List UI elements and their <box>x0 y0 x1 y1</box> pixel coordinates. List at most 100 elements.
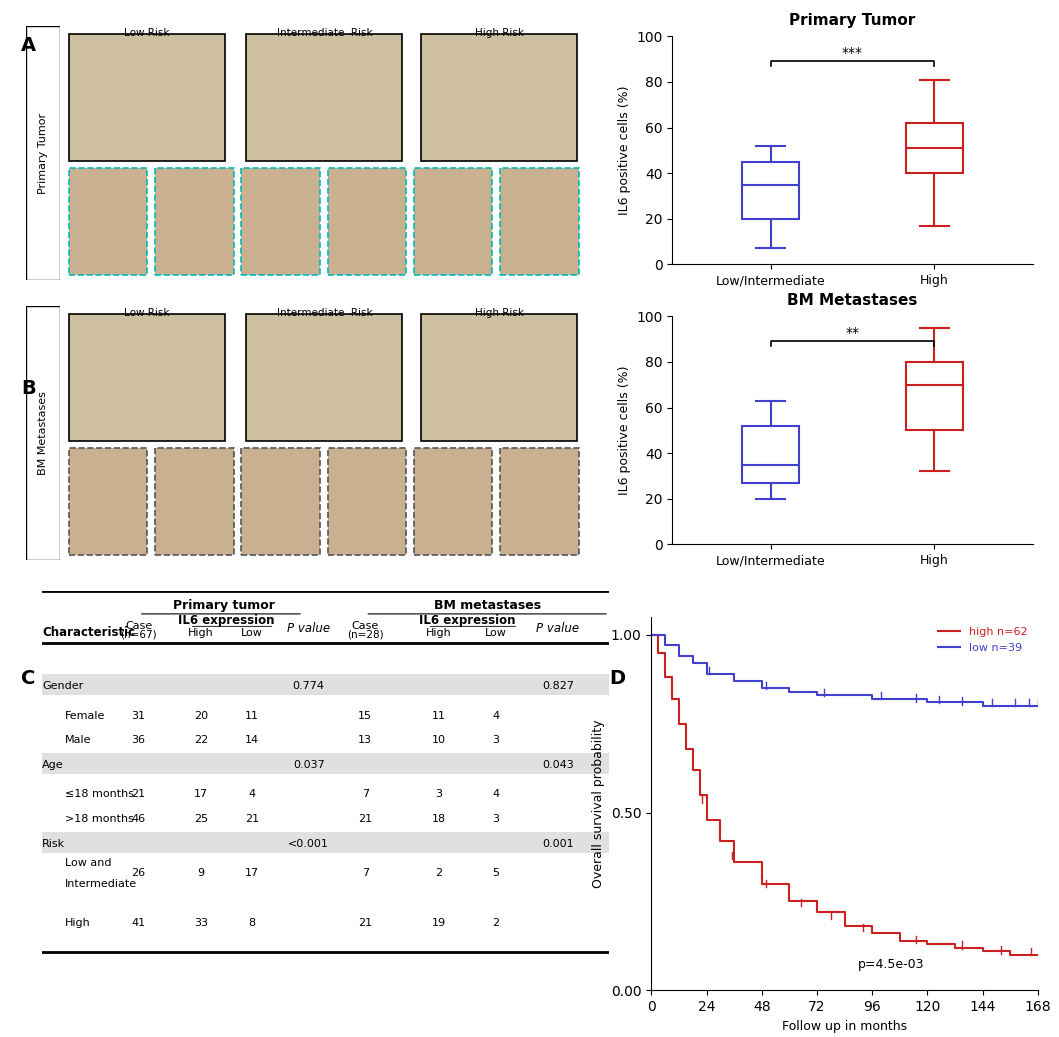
Text: High: High <box>426 627 452 638</box>
high n=62 <box>976 945 989 957</box>
Text: 0.043: 0.043 <box>542 760 574 770</box>
high n=62 <box>783 895 795 907</box>
Text: 11: 11 <box>432 710 446 721</box>
Text: Low: Low <box>485 627 506 638</box>
Text: High Risk: High Risk <box>474 308 524 318</box>
Text: ***: *** <box>842 47 863 60</box>
Text: >18 months: >18 months <box>65 814 133 824</box>
Text: High: High <box>65 918 91 928</box>
Text: 41: 41 <box>131 918 146 928</box>
Text: 36: 36 <box>131 735 146 746</box>
Text: 21: 21 <box>358 814 373 824</box>
Text: 31: 31 <box>131 710 146 721</box>
Text: 21: 21 <box>131 789 146 800</box>
high n=62 <box>680 742 693 755</box>
high n=62 <box>666 693 679 705</box>
Text: 0.827: 0.827 <box>542 681 574 692</box>
FancyBboxPatch shape <box>328 168 407 275</box>
Text: 10: 10 <box>432 735 446 746</box>
Text: BM Metastases: BM Metastases <box>38 391 49 475</box>
FancyBboxPatch shape <box>155 448 233 555</box>
FancyBboxPatch shape <box>501 168 579 275</box>
Text: Case: Case <box>125 621 152 632</box>
Text: Primary Tumor: Primary Tumor <box>38 112 49 194</box>
low n=39 <box>1031 700 1044 712</box>
FancyBboxPatch shape <box>414 168 492 275</box>
Text: Intermediate: Intermediate <box>65 878 138 889</box>
FancyBboxPatch shape <box>241 168 320 275</box>
FancyBboxPatch shape <box>421 313 577 441</box>
Text: Low and: Low and <box>65 858 111 868</box>
low n=39 <box>921 696 934 708</box>
Line: high n=62: high n=62 <box>651 635 1038 955</box>
Text: **: ** <box>845 327 860 340</box>
low n=39 <box>976 700 989 712</box>
Text: Risk: Risk <box>42 839 66 849</box>
Text: Low Risk: Low Risk <box>125 28 169 38</box>
Text: B: B <box>21 379 36 397</box>
Text: 4: 4 <box>492 710 499 721</box>
FancyBboxPatch shape <box>69 448 147 555</box>
high n=62 <box>728 857 740 869</box>
Y-axis label: Overall survival probability: Overall survival probability <box>592 720 606 888</box>
Text: 14: 14 <box>245 735 259 746</box>
low n=39 <box>866 693 879 705</box>
Text: p=4.5e-03: p=4.5e-03 <box>858 958 925 971</box>
Text: (n=28): (n=28) <box>347 629 383 640</box>
Text: <0.001: <0.001 <box>288 839 329 849</box>
Text: Gender: Gender <box>42 681 84 692</box>
high n=62 <box>921 937 934 950</box>
Text: Female: Female <box>65 710 106 721</box>
high n=62 <box>755 877 768 890</box>
Text: 20: 20 <box>194 710 208 721</box>
Legend: high n=62, low n=39: high n=62, low n=39 <box>934 622 1033 657</box>
low n=39 <box>810 689 823 701</box>
Text: Characteristic: Characteristic <box>42 626 136 639</box>
FancyBboxPatch shape <box>246 33 402 161</box>
high n=62 <box>652 646 665 658</box>
high n=62 <box>1031 949 1044 961</box>
high n=62 <box>894 934 907 947</box>
Bar <box>742 426 800 483</box>
Text: 22: 22 <box>194 735 209 746</box>
Text: 4: 4 <box>249 789 255 800</box>
Text: 18: 18 <box>432 814 446 824</box>
low n=39 <box>659 639 671 651</box>
Bar <box>42 832 609 852</box>
low n=39 <box>755 682 768 695</box>
Text: 21: 21 <box>245 814 259 824</box>
Text: 21: 21 <box>358 918 373 928</box>
Text: 2: 2 <box>435 868 443 878</box>
Text: 3: 3 <box>435 789 443 800</box>
high n=62 <box>714 835 726 847</box>
low n=39 <box>686 657 699 670</box>
Bar <box>905 362 963 430</box>
Text: 7: 7 <box>362 868 369 878</box>
high n=62 <box>839 920 851 932</box>
FancyBboxPatch shape <box>69 313 225 441</box>
FancyBboxPatch shape <box>246 313 402 441</box>
low n=39 <box>645 628 658 641</box>
Text: 7: 7 <box>362 789 369 800</box>
Text: 3: 3 <box>492 814 499 824</box>
high n=62 <box>949 942 962 954</box>
Text: 13: 13 <box>358 735 373 746</box>
low n=39 <box>783 685 795 698</box>
Text: 4: 4 <box>492 789 499 800</box>
Text: 11: 11 <box>245 710 259 721</box>
Text: Case: Case <box>352 621 379 632</box>
Text: Intermediate  Risk: Intermediate Risk <box>276 28 373 38</box>
X-axis label: Follow up in months: Follow up in months <box>782 1019 908 1033</box>
Text: (n=67): (n=67) <box>121 629 157 640</box>
Text: 8: 8 <box>249 918 255 928</box>
Bar <box>742 162 800 219</box>
Text: C: C <box>21 669 36 688</box>
FancyBboxPatch shape <box>421 33 577 161</box>
high n=62 <box>659 671 671 683</box>
Text: P value: P value <box>287 622 330 635</box>
Text: 17: 17 <box>194 789 208 800</box>
FancyBboxPatch shape <box>501 448 579 555</box>
Text: 33: 33 <box>194 918 208 928</box>
Text: A: A <box>21 36 36 55</box>
Text: Age: Age <box>42 760 64 770</box>
